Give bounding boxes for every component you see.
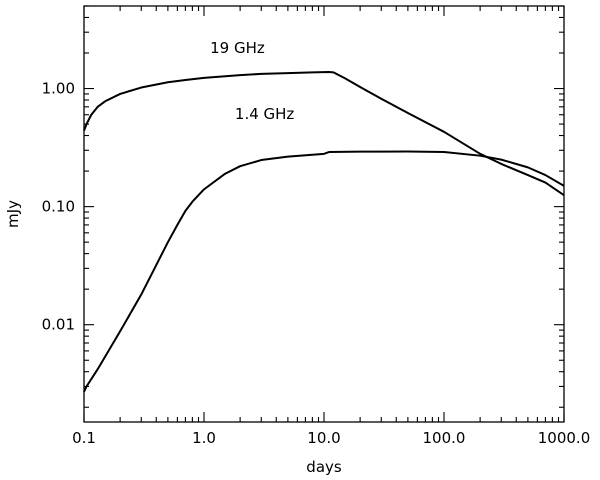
- series-lines: [83, 71, 565, 393]
- y-tick-label: 0.10: [42, 198, 75, 216]
- y-tick-label: 1.00: [42, 80, 75, 98]
- series-line-2: [83, 150, 565, 393]
- x-tick-label: 100.0: [423, 429, 466, 447]
- x-tick-label: 10.0: [307, 429, 340, 447]
- tick-labels: 0.1 1.0 10.0 100.0 1000.0 0.01 0.10 1.00: [42, 80, 591, 447]
- x-tick-label: 0.1: [72, 429, 96, 447]
- series-labels: 19 GHz 1.4 GHz: [210, 39, 294, 123]
- series-label-1: 19 GHz: [210, 39, 265, 57]
- y-axis-title: mJy: [4, 200, 22, 228]
- y-tick-label: 0.01: [42, 316, 75, 334]
- series-line-1: [83, 71, 565, 197]
- series-label-2: 1.4 GHz: [235, 105, 295, 123]
- x-tick-label: 1.0: [192, 429, 216, 447]
- plot-frame: [83, 5, 565, 423]
- x-tick-label: 1000.0: [538, 429, 591, 447]
- tick-marks: [83, 5, 565, 422]
- x-axis-title: days: [306, 458, 342, 476]
